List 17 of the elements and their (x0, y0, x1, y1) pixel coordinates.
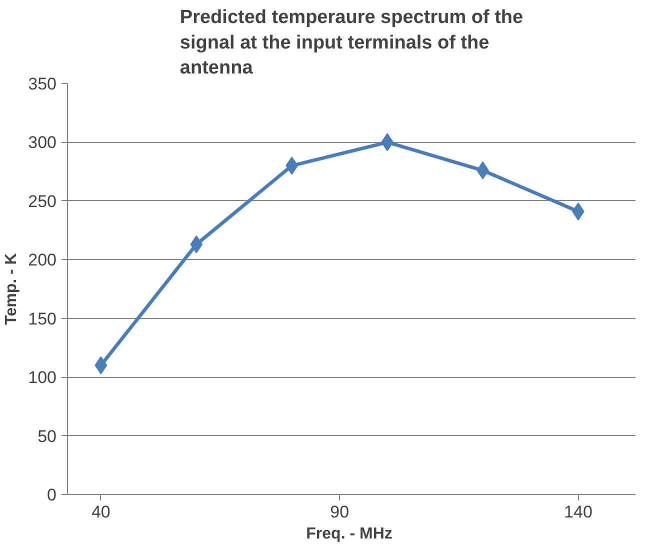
x-tick-label: 40 (91, 502, 110, 522)
y-tick-label: 150 (28, 309, 57, 328)
chart-title: Predicted temperaure spectrum of the signal at the input terminals of the antenna (180, 7, 524, 78)
y-tick-label: 200 (28, 250, 57, 270)
x-tick-label: 140 (564, 502, 592, 522)
point (94, 356, 108, 374)
y-tick-label: 0 (47, 486, 57, 504)
y-tick-label: 50 (38, 426, 57, 446)
y-tick-label: 350 (28, 74, 57, 94)
point (190, 235, 203, 254)
x-axis-title: Freq. - MHz (306, 526, 392, 542)
point (286, 156, 298, 175)
x-tick-label: 90 (330, 502, 350, 522)
y-tick-label: 100 (28, 368, 57, 388)
y-tick-label: 250 (28, 192, 57, 211)
y-tick-label: 300 (28, 133, 57, 152)
y-axis-title: Temp. - K (3, 252, 20, 325)
